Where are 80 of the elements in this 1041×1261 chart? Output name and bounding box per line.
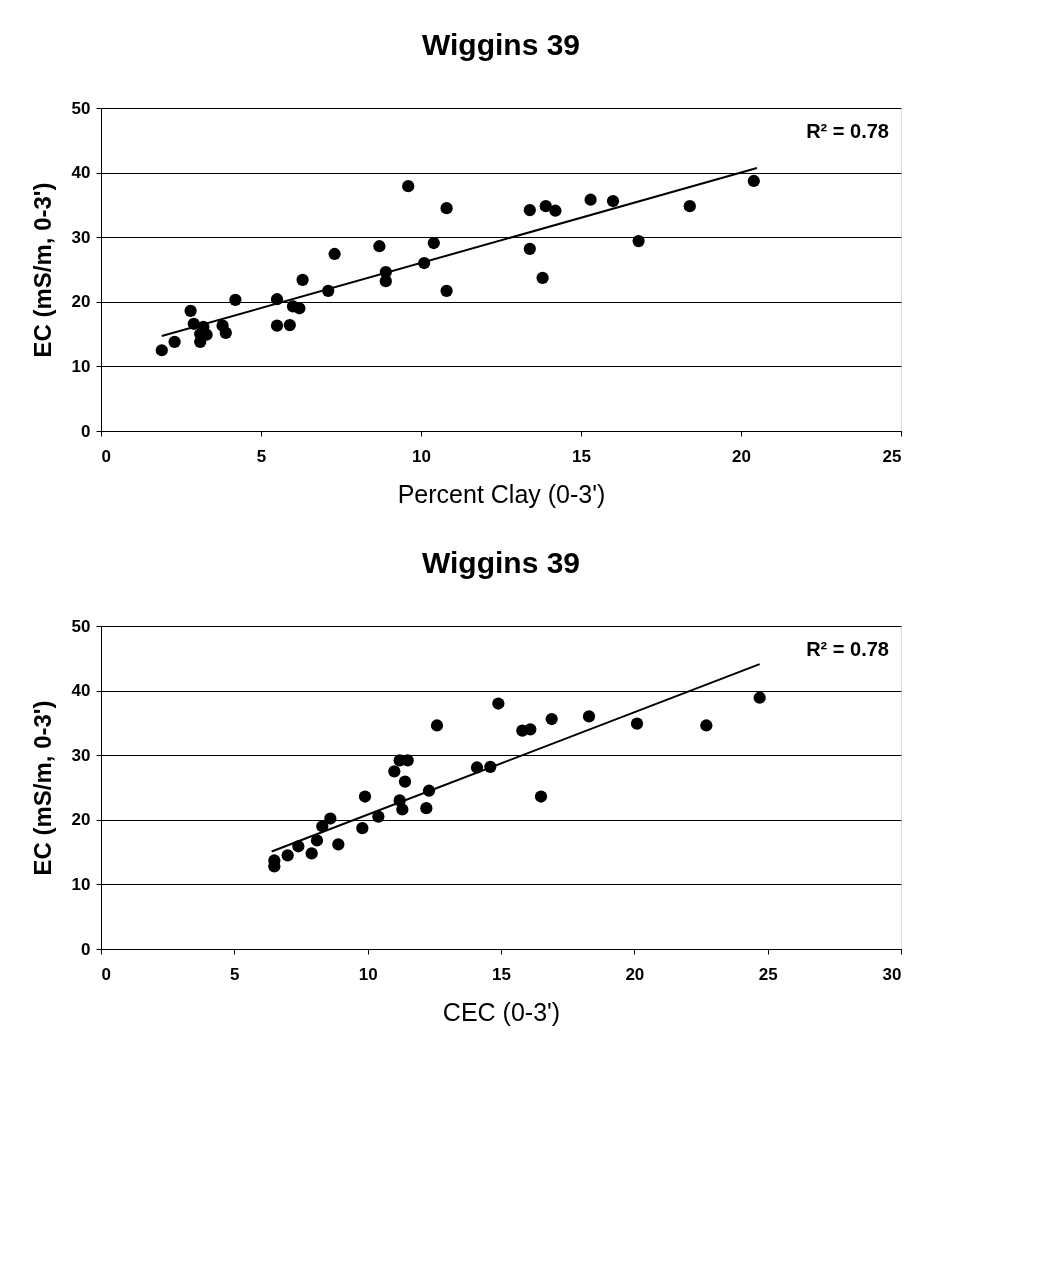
point — [358, 790, 372, 803]
x-axis-title: CEC (0-3') — [442, 997, 561, 1026]
y-tick-label: 20 — [71, 810, 91, 830]
y-tick-label: 50 — [71, 616, 91, 636]
y-tick-label: 10 — [71, 356, 91, 376]
point — [700, 719, 713, 732]
point — [219, 326, 232, 339]
point — [632, 234, 645, 248]
point — [310, 834, 324, 847]
point — [539, 200, 552, 213]
point — [524, 723, 537, 736]
point — [324, 812, 337, 825]
point — [523, 203, 536, 217]
point — [630, 717, 644, 730]
point — [582, 710, 596, 723]
x-tick-label: 10 — [412, 446, 431, 466]
x-tick-label: 10 — [358, 964, 378, 984]
point — [549, 204, 562, 217]
point — [545, 712, 558, 726]
point — [155, 344, 168, 357]
point — [440, 284, 453, 297]
point — [606, 194, 620, 208]
point — [396, 803, 409, 816]
point — [492, 697, 505, 710]
point — [753, 691, 766, 704]
point — [398, 775, 412, 788]
point — [388, 765, 401, 778]
y-tick-label: 40 — [71, 681, 91, 701]
point — [373, 240, 386, 253]
point — [184, 304, 197, 317]
point — [372, 810, 385, 823]
chart-title: Wiggins 39 — [421, 546, 581, 579]
point — [293, 302, 306, 315]
x-tick-label: 15 — [492, 964, 511, 984]
point — [402, 180, 415, 193]
y-tick-label: 50 — [71, 98, 91, 118]
point — [356, 822, 369, 835]
x-tick-label: 0 — [101, 446, 111, 466]
point — [229, 293, 242, 306]
point — [305, 847, 318, 860]
point — [420, 802, 433, 815]
y-tick-label: 20 — [71, 292, 91, 312]
x-tick-label: 20 — [625, 964, 645, 984]
y-axis-title: EC (mS/m, 0-3') — [28, 700, 56, 876]
point — [747, 174, 760, 188]
x-tick-label: 15 — [572, 446, 591, 466]
x-tick-label: 5 — [230, 964, 240, 984]
y-tick-label: 30 — [71, 745, 91, 765]
x-axis-title: Percent Clay (0-3') — [397, 479, 606, 508]
point — [270, 319, 284, 332]
point — [281, 849, 294, 862]
point — [584, 193, 597, 206]
chart-title: Wiggins 39 — [421, 28, 581, 61]
x-tick-label: 30 — [882, 964, 902, 984]
y-tick-label: 0 — [81, 939, 91, 959]
x-tick-label: 5 — [256, 446, 267, 466]
point — [536, 271, 549, 285]
point — [427, 236, 440, 250]
y-tick-label: 40 — [71, 163, 91, 183]
annotation: R² = 0.78 — [806, 120, 889, 142]
annotation: R² = 0.78 — [806, 638, 889, 660]
point — [534, 790, 548, 803]
point — [440, 202, 453, 215]
point — [523, 242, 536, 255]
x-tick-label: 25 — [882, 446, 902, 466]
point — [332, 838, 345, 851]
x-tick-label: 0 — [101, 964, 111, 984]
point — [683, 200, 696, 213]
y-tick-label: 30 — [71, 227, 91, 247]
point — [328, 247, 341, 261]
point — [283, 318, 296, 332]
point — [296, 273, 309, 286]
point — [430, 719, 444, 732]
y-tick-label: 10 — [71, 874, 91, 894]
x-tick-label: 20 — [732, 446, 751, 466]
y-axis-title: EC (mS/m, 0-3') — [28, 182, 56, 358]
x-tick-label: 25 — [758, 964, 778, 984]
y-tick-label: 0 — [81, 421, 91, 441]
point — [379, 275, 392, 288]
point — [168, 335, 181, 348]
